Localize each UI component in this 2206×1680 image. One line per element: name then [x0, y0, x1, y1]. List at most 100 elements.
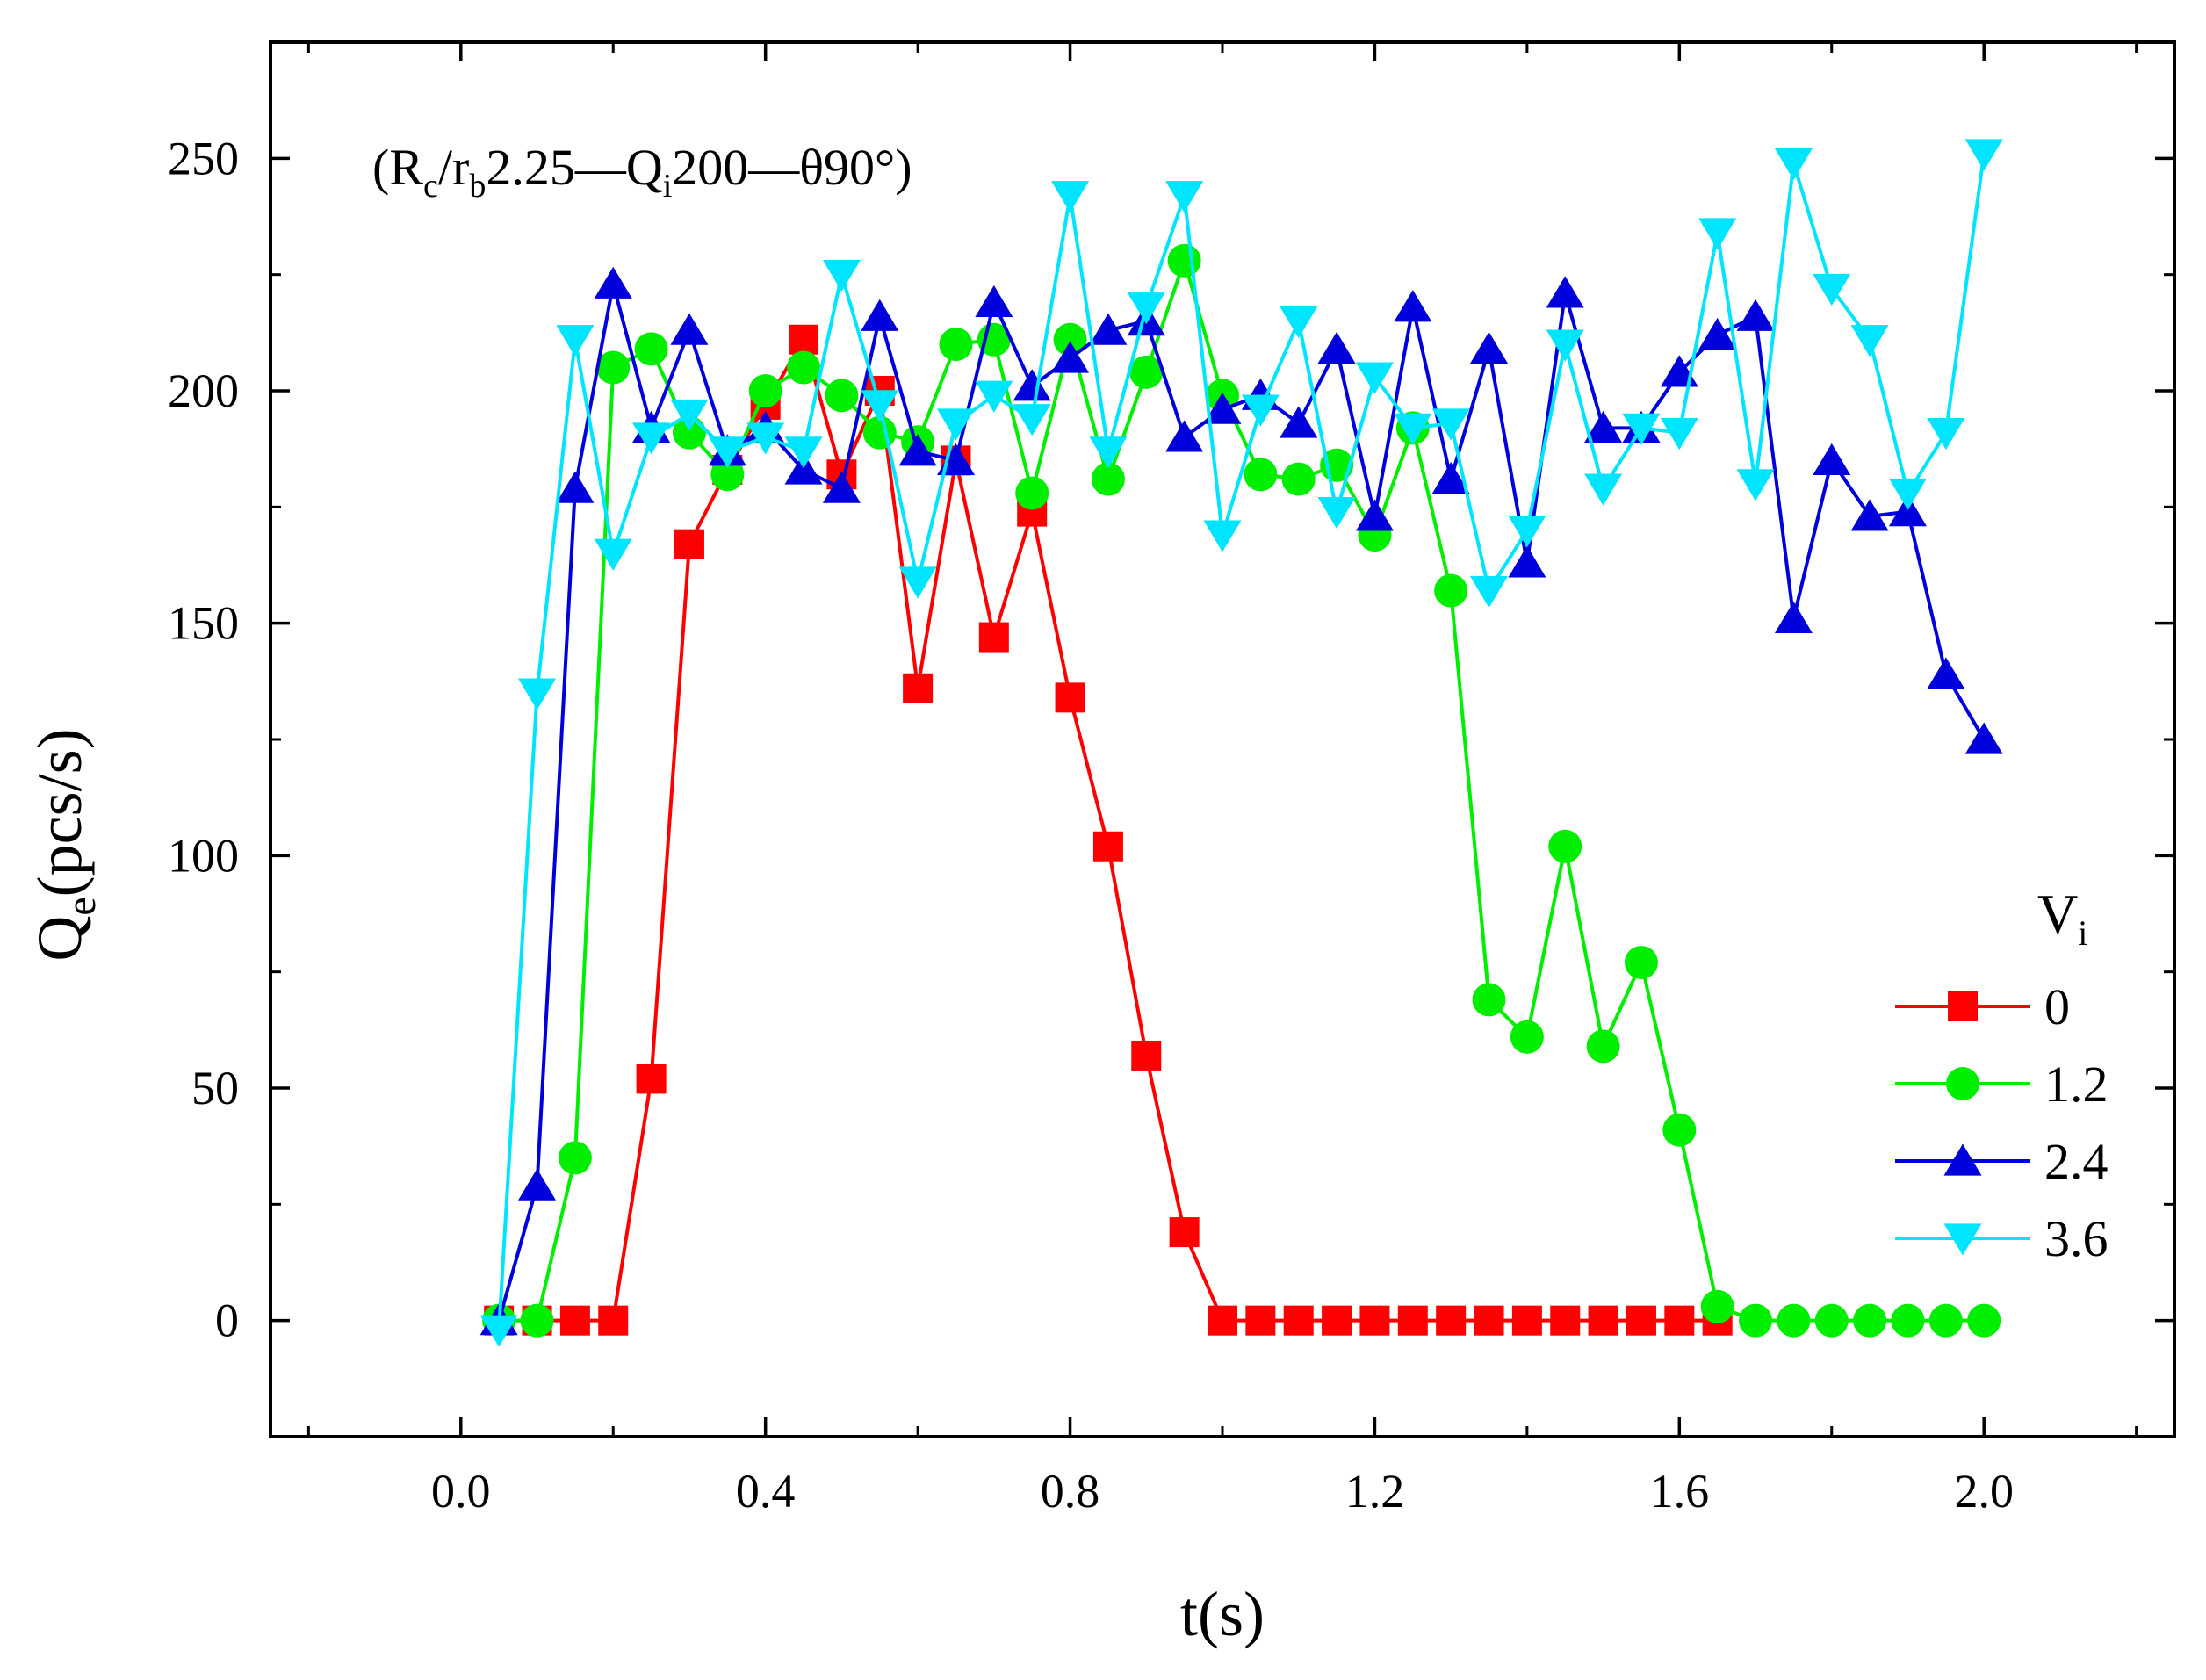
legend-entry: 3.6 [1895, 1210, 2109, 1267]
data-point [1470, 331, 1509, 364]
data-point [825, 379, 859, 413]
data-point [1129, 355, 1164, 389]
data-point [594, 538, 632, 571]
data-point [975, 285, 1013, 318]
data-point [1853, 1303, 1887, 1338]
data-point [784, 436, 823, 469]
y-label-main: Q [25, 916, 95, 962]
data-point [861, 390, 899, 422]
data-point [1664, 1305, 1695, 1336]
data-point [594, 266, 632, 299]
data-point [1548, 829, 1582, 863]
annotation-subscript: b [469, 168, 486, 205]
data-point [822, 260, 861, 292]
data-point [1431, 462, 1470, 494]
data-point [1355, 362, 1394, 394]
plot-frame [269, 40, 2176, 1438]
data-point [903, 673, 934, 703]
series-line [497, 153, 1986, 1330]
legend-title: Vi [2037, 883, 2087, 953]
legend-marker [1943, 1143, 1982, 1176]
series-layer [479, 139, 2003, 1347]
data-point [1888, 494, 1927, 527]
annotation-text: (R [372, 139, 423, 196]
data-point [1967, 1303, 2001, 1338]
data-point [674, 529, 704, 559]
data-point [1700, 1289, 1734, 1323]
data-point [861, 299, 899, 331]
data-point [1850, 325, 1889, 357]
series-1-2 [482, 243, 2001, 1338]
legend-label: 3.6 [2044, 1210, 2109, 1267]
data-point [789, 324, 819, 355]
data-point [1777, 1303, 1811, 1338]
data-point [1245, 1305, 1276, 1336]
data-point [1736, 469, 1775, 501]
data-point [1662, 1113, 1697, 1147]
annotation-subscript: c [423, 168, 438, 205]
data-point [1280, 306, 1318, 339]
data-point [1813, 443, 1851, 476]
data-point [634, 332, 668, 366]
legend: Vi 0 1.2 2.4 3.6 [1895, 883, 2109, 1267]
data-point [1244, 458, 1278, 492]
data-point [1091, 462, 1125, 496]
data-point [822, 471, 861, 503]
data-point [1510, 1020, 1544, 1054]
annotation-text: 200—θ90°) [672, 139, 912, 196]
data-point [898, 566, 937, 599]
data-point [636, 1064, 667, 1094]
legend-title-subscript: i [2078, 913, 2087, 953]
x-tick-label: 1.6 [1650, 1465, 1710, 1518]
plot-frame-layer [269, 40, 2176, 1438]
data-point [1015, 476, 1049, 510]
data-point [1927, 418, 1965, 451]
data-point [1739, 1303, 1773, 1338]
legend-title-main: V [2037, 883, 2078, 945]
data-point [1241, 394, 1280, 427]
data-point [1698, 317, 1737, 350]
y-axis-label: Qe(pcs/s) [25, 728, 105, 961]
data-point [556, 325, 595, 357]
data-point [1167, 243, 1201, 278]
data-point [520, 1303, 554, 1338]
legend-entry: 1.2 [1895, 1056, 2109, 1113]
data-point [1736, 299, 1775, 331]
data-point [975, 380, 1013, 413]
legend-marker [1943, 1223, 1982, 1256]
data-point [1964, 139, 2003, 171]
data-point [1203, 392, 1242, 424]
data-point [670, 313, 709, 345]
ticks-layer: 0.0 0.4 0.8 1.2 1.6 2.0 0 50 100 150 200 250 [168, 40, 2174, 1518]
y-label-unit: (pcs/s) [25, 728, 95, 897]
data-point [1508, 516, 1546, 548]
data-point [598, 1305, 629, 1336]
data-point [787, 350, 821, 385]
data-point [1397, 1305, 1428, 1336]
series-3-6 [479, 139, 2003, 1347]
legend-marker [1946, 1067, 1979, 1100]
series-2-4 [479, 266, 2003, 1336]
data-point [1013, 369, 1051, 401]
x-tick-label: 1.2 [1345, 1465, 1405, 1518]
data-point [1208, 1305, 1237, 1336]
x-tick-label: 0.0 [431, 1465, 491, 1518]
y-tick-label: 150 [168, 597, 239, 650]
data-point [1089, 313, 1128, 345]
data-point [1434, 573, 1468, 608]
data-point [518, 678, 557, 710]
data-point [558, 1141, 592, 1175]
legend-marker [1948, 991, 1978, 1021]
data-point [978, 622, 1009, 653]
data-point [1394, 290, 1432, 322]
data-point [1586, 1029, 1620, 1064]
x-tick-label: 0.4 [736, 1465, 796, 1518]
data-point [1814, 1303, 1849, 1338]
data-point [1624, 946, 1658, 980]
data-point [1436, 1305, 1467, 1336]
data-point [936, 408, 975, 441]
chart-annotation: (Rc/rb2.25—Qi200—θ90°) [372, 139, 912, 205]
data-point [559, 1305, 590, 1336]
y-tick-label: 50 [191, 1062, 239, 1114]
